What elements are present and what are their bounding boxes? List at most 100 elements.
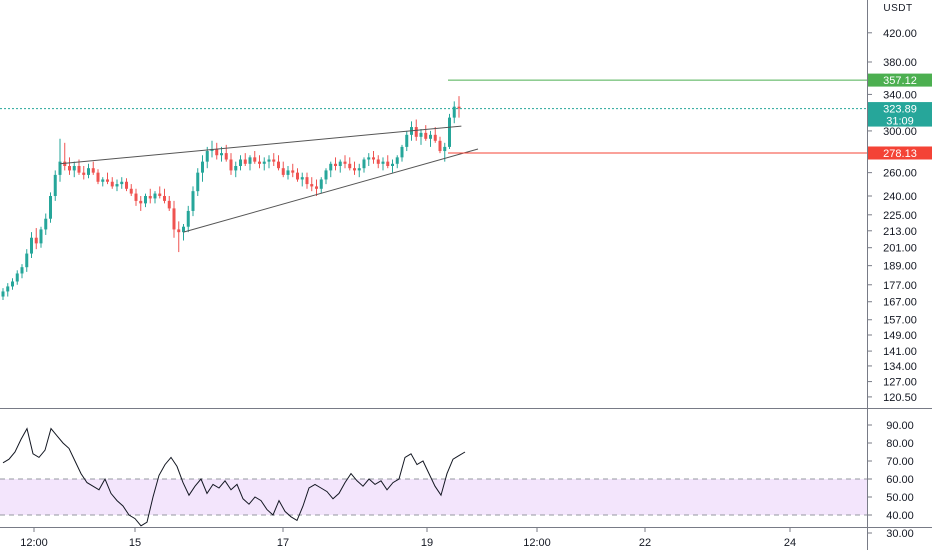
candle[interactable] [315,179,318,196]
candle[interactable] [329,161,333,178]
candle[interactable] [291,163,295,178]
candle[interactable] [267,155,271,169]
time-axis[interactable]: 12:00 15 17 19 12:00 22 24 [20,528,796,549]
candle[interactable] [148,188,152,204]
candle[interactable] [234,161,238,178]
candle[interactable] [334,157,337,171]
candle[interactable] [39,226,43,248]
candle[interactable] [438,136,442,154]
candle[interactable] [286,165,290,180]
candle[interactable] [258,155,261,169]
candle[interactable] [63,142,67,171]
candle[interactable] [372,151,375,164]
candle[interactable] [324,168,328,185]
candle[interactable] [281,161,285,178]
candle[interactable] [433,127,437,143]
candle[interactable] [58,138,62,182]
candle[interactable] [353,161,356,175]
candle[interactable] [215,142,219,160]
candle[interactable] [319,177,323,194]
candle[interactable] [391,159,394,173]
candle[interactable] [201,155,204,182]
horizontal-levels[interactable] [0,79,867,154]
candle[interactable] [110,177,114,189]
candle[interactable] [129,184,133,196]
candle[interactable] [424,125,428,141]
candle[interactable] [220,146,223,162]
candle[interactable] [15,270,19,285]
candle[interactable] [72,161,76,178]
candle[interactable] [106,172,109,185]
candle[interactable] [172,200,176,238]
candle[interactable] [182,224,185,241]
candle[interactable] [177,221,181,253]
rsi-axis[interactable]: 90.00 80.00 70.00 60.00 50.00 40.00 30.00 [868,420,914,540]
rsi-series[interactable] [2,427,466,527]
candle[interactable] [395,155,399,169]
candle[interactable] [134,188,138,206]
candle[interactable] [6,283,10,297]
candle[interactable] [405,130,409,152]
candle[interactable] [300,172,304,187]
candle[interactable] [296,168,299,182]
candle[interactable] [53,170,57,201]
candle[interactable] [229,153,233,175]
candle[interactable] [186,205,190,233]
candle[interactable] [96,169,100,185]
candle[interactable] [381,157,385,171]
candle[interactable] [30,232,33,259]
candle[interactable] [310,177,314,192]
trendline-lower[interactable] [183,148,479,233]
candle[interactable] [248,155,252,171]
currency-label[interactable]: USDT [883,3,912,14]
candle[interactable] [153,191,157,204]
candle[interactable] [144,193,147,208]
candle[interactable] [163,188,166,204]
candle[interactable] [348,157,352,171]
price-axis[interactable]: USDT 420.00 380.00 340.00 300.00 260.00 240.0… [868,3,917,404]
trendline-upper[interactable] [59,125,462,165]
candle[interactable] [1,288,5,300]
candlestick-series[interactable] [1,96,461,300]
candle[interactable] [224,144,228,162]
candle[interactable] [239,155,242,171]
candle[interactable] [101,177,105,187]
candle[interactable] [452,101,456,124]
trendlines[interactable] [59,125,479,233]
candle[interactable] [82,165,86,180]
rsi-line[interactable] [2,427,466,527]
candle[interactable] [400,144,404,162]
candle[interactable] [277,155,280,171]
candle[interactable] [367,153,371,166]
candle[interactable] [429,130,432,147]
candle[interactable] [196,168,200,196]
candle[interactable] [419,128,423,145]
candle[interactable] [262,157,266,171]
candle[interactable] [253,151,257,164]
candle[interactable] [338,159,342,173]
candle[interactable] [158,186,162,199]
candle[interactable] [139,195,143,211]
candle[interactable] [272,153,276,166]
candle[interactable] [34,228,38,250]
candle[interactable] [44,213,48,235]
candle[interactable] [91,161,95,175]
candle[interactable] [68,157,71,175]
candle[interactable] [87,163,90,179]
candle[interactable] [191,186,195,217]
candle[interactable] [386,155,390,169]
candle[interactable] [357,163,361,178]
candle[interactable] [115,179,119,192]
candle[interactable] [305,172,309,189]
candle[interactable] [362,157,366,173]
candle[interactable] [376,155,380,169]
candle[interactable] [125,178,128,192]
candle[interactable] [49,192,52,223]
candle[interactable] [120,177,124,189]
candle[interactable] [11,278,14,290]
candle[interactable] [448,113,451,149]
candle[interactable] [20,264,24,279]
candle[interactable] [343,155,347,169]
